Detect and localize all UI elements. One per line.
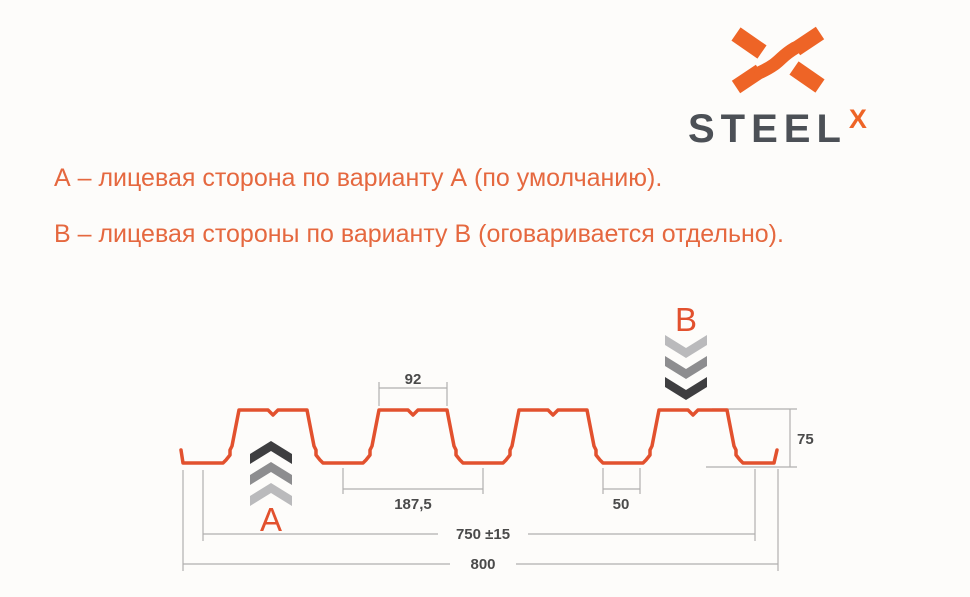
- dim-height-value: 75: [797, 431, 814, 448]
- dim-valley-width: 50: [602, 468, 641, 513]
- side-b-chevrons: [665, 335, 707, 400]
- side-a-chevrons: [250, 441, 292, 506]
- dim-height: 75: [706, 408, 814, 468]
- profile-outline: [179, 408, 779, 465]
- dim-full-width: 800: [182, 469, 779, 573]
- dim-pitch-value: 187,5: [394, 496, 432, 513]
- dim-rib-top-width: 92: [378, 371, 448, 406]
- dim-full-width-value: 800: [470, 556, 495, 573]
- dim-pitch: 187,5: [342, 468, 484, 513]
- brand-sup-x: X: [848, 104, 867, 134]
- brand-name: STEEL: [688, 107, 847, 151]
- dim-cover-width-value: 750 ±15: [456, 526, 510, 543]
- steelx-logo: STEELX: [686, 18, 906, 158]
- note-line-variant-a: А – лицевая сторона по варианту А (по ум…: [54, 164, 663, 192]
- dim-rib-top-width-value: 92: [405, 371, 422, 388]
- steelx-x-icon: [731, 26, 825, 94]
- dim-cover-width: 750 ±15: [202, 469, 756, 543]
- note-line-variant-b: В – лицевая стороны по варианту В (огова…: [54, 220, 784, 248]
- side-a-label: А: [260, 501, 282, 538]
- side-b-label: В: [675, 301, 697, 338]
- dim-valley-width-value: 50: [613, 496, 630, 513]
